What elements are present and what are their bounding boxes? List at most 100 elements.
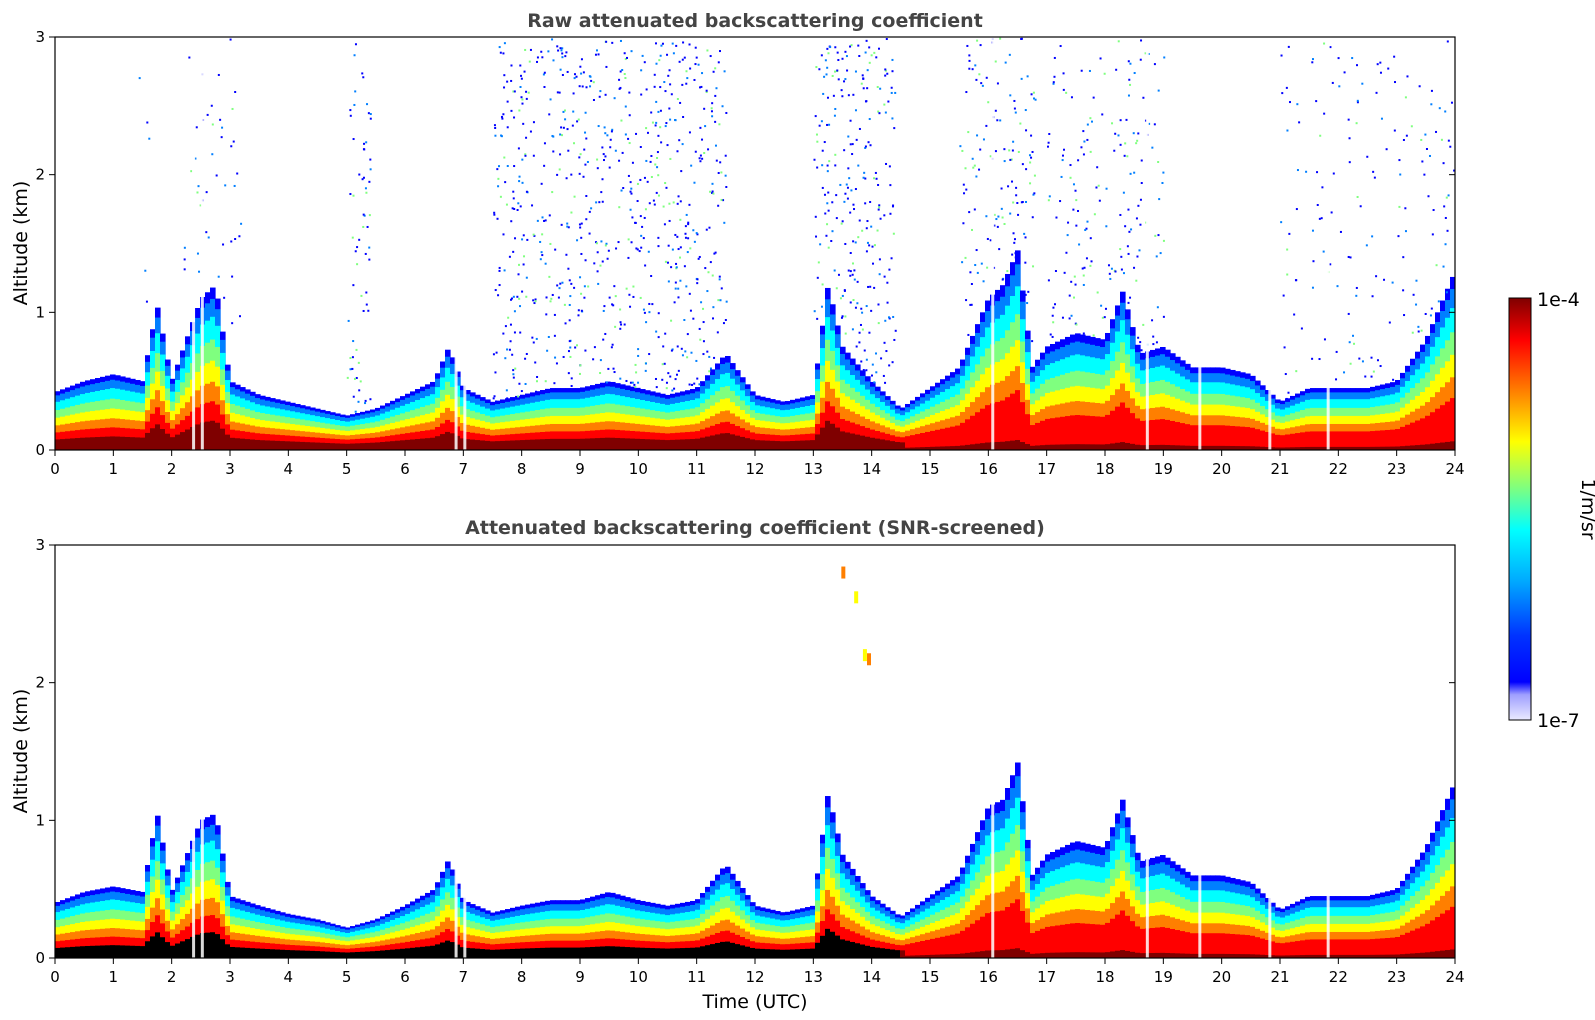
noise-speckle	[1092, 96, 1095, 99]
noise-speckle	[544, 262, 547, 265]
screened-cell	[120, 945, 126, 958]
screened-column	[225, 881, 231, 958]
raw-cell	[1170, 420, 1176, 450]
noise-speckle	[847, 135, 850, 138]
screened-cell	[115, 945, 121, 958]
noise-speckle	[693, 240, 696, 243]
noise-speckle	[694, 63, 697, 66]
noise-speckle	[1153, 123, 1156, 126]
noise-speckle	[853, 278, 856, 281]
raw-column	[180, 350, 186, 450]
noise-speckle	[976, 271, 979, 274]
raw-ytick-label: 3	[35, 28, 45, 46]
raw-cell	[345, 443, 351, 450]
noise-speckle	[630, 241, 633, 244]
noise-speckle	[561, 56, 564, 59]
raw-cell	[450, 433, 456, 450]
screened-column	[275, 910, 281, 958]
noise-speckle	[614, 325, 617, 328]
raw-cell	[1285, 434, 1291, 450]
noise-speckle	[1089, 264, 1092, 267]
noise-speckle	[1111, 122, 1114, 125]
noise-speckle	[877, 110, 880, 113]
raw-column	[480, 397, 486, 450]
noise-speckle	[1105, 187, 1108, 190]
noise-speckle	[826, 170, 829, 173]
raw-column	[615, 383, 621, 450]
screened-column	[160, 842, 166, 958]
noise-speckle	[578, 156, 581, 159]
raw-column	[560, 388, 566, 450]
noise-speckle	[994, 60, 997, 63]
screened-column	[215, 825, 221, 958]
noise-speckle	[873, 177, 876, 180]
noise-speckle	[714, 251, 717, 254]
noise-speckle	[700, 85, 703, 88]
noise-speckle	[506, 80, 509, 83]
raw-column	[1130, 327, 1136, 450]
raw-cell	[905, 447, 911, 450]
noise-speckle	[1133, 171, 1136, 174]
noise-speckle	[512, 197, 515, 200]
raw-cell	[955, 425, 961, 450]
noise-speckle	[699, 160, 702, 163]
noise-speckle	[628, 142, 631, 145]
screened-column	[285, 913, 291, 958]
screened-cell	[375, 950, 381, 958]
raw-cell	[1100, 416, 1106, 450]
noise-speckle	[854, 306, 857, 309]
noise-speckle	[864, 51, 867, 54]
noise-speckle	[849, 45, 852, 48]
noise-speckle	[709, 55, 712, 58]
noise-speckle	[351, 356, 354, 359]
raw-column	[1000, 285, 1006, 450]
raw-column	[330, 412, 336, 450]
noise-speckle	[663, 362, 666, 365]
noise-speckle	[715, 87, 718, 90]
noise-speckle	[592, 358, 595, 361]
noise-speckle	[1135, 142, 1138, 145]
noise-speckle	[574, 346, 577, 349]
noise-speckle	[965, 299, 968, 302]
raw-column	[1365, 388, 1371, 450]
noise-speckle	[615, 247, 618, 250]
noise-speckle	[506, 100, 509, 103]
noise-speckle	[971, 228, 974, 231]
noise-speckle	[852, 240, 855, 243]
screened-cell	[400, 948, 406, 958]
noise-speckle	[651, 303, 654, 306]
noise-speckle	[599, 264, 602, 267]
raw-column	[1055, 341, 1061, 450]
raw-cell	[1255, 429, 1261, 450]
raw-column	[1220, 367, 1226, 450]
screened-cell	[125, 945, 131, 958]
screened-column	[135, 890, 141, 958]
raw-cell	[980, 408, 986, 450]
noise-speckle	[711, 190, 714, 193]
noise-speckle	[565, 51, 568, 54]
noise-speckle	[1113, 149, 1116, 152]
noise-speckle	[513, 207, 516, 210]
raw-column	[310, 407, 316, 450]
noise-speckle	[1162, 315, 1165, 318]
raw-cell	[575, 438, 581, 450]
screened-cell	[100, 945, 106, 958]
noise-speckle	[868, 331, 871, 334]
noise-speckle	[532, 121, 535, 124]
noise-speckle	[688, 383, 691, 386]
noise-speckle	[493, 395, 496, 398]
raw-column	[305, 406, 311, 450]
noise-speckle	[849, 143, 852, 146]
raw-column	[1190, 367, 1196, 450]
raw-column	[910, 400, 916, 450]
screened-column	[410, 901, 416, 958]
raw-column	[1275, 399, 1281, 450]
raw-cell	[585, 438, 591, 450]
noise-speckle	[634, 221, 637, 224]
noise-speckle	[564, 322, 567, 325]
noise-speckle	[712, 317, 715, 320]
noise-speckle	[507, 316, 510, 319]
noise-speckle	[1349, 362, 1352, 365]
raw-cell	[1340, 446, 1346, 450]
raw-cell	[1020, 442, 1026, 450]
